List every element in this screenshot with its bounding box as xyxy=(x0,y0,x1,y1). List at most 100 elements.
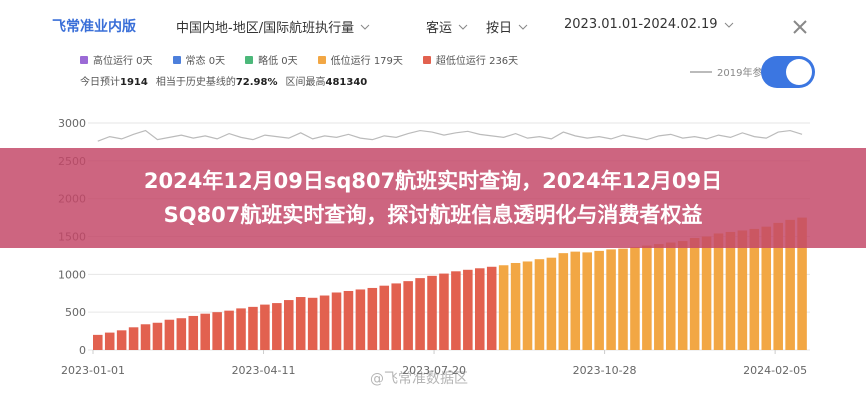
dropdown[interactable]: 客运 xyxy=(426,17,468,36)
x-tick-label: 2023-01-01 xyxy=(61,364,125,377)
brand: 飞常准业内版 xyxy=(52,19,136,35)
bar xyxy=(164,319,175,350)
legend-item: 高位运行 0天 xyxy=(80,52,153,67)
legend-label: 低位运行 179天 xyxy=(330,56,403,67)
x-tick-label: 2023-10-28 xyxy=(573,364,637,377)
bar xyxy=(749,228,760,350)
bar xyxy=(176,318,187,350)
legend-swatch xyxy=(172,55,181,64)
legend-swatch xyxy=(245,55,254,64)
x-tick-label: 2023-07-20 xyxy=(402,364,466,377)
legend: 高位运行 0天 常态 0天 略低 0天 低位运行 179天 超低位运行 236天 xyxy=(80,52,518,67)
reference-line xyxy=(97,129,803,142)
bar xyxy=(725,231,736,350)
legend-item: 略低 0天 xyxy=(245,52,298,67)
legend-label: 高位运行 0天 xyxy=(93,56,153,67)
stats: 今日预计1914 相当于历史基线的72.98% 区间最高481340 xyxy=(80,73,367,88)
bar xyxy=(224,310,234,350)
bar xyxy=(188,315,199,350)
bar xyxy=(546,257,557,350)
bar xyxy=(713,233,724,350)
bar xyxy=(319,295,330,350)
stat-value: 481340 xyxy=(325,77,368,88)
bar xyxy=(104,332,115,350)
bar xyxy=(140,324,151,350)
bar xyxy=(200,313,210,350)
legend-item: 常态 0天 xyxy=(172,52,226,67)
stat-label: 区间最高 xyxy=(285,77,326,88)
bar xyxy=(498,265,509,350)
stat-label: 相当于历史基线的 xyxy=(155,77,236,88)
reference-legend: 2019年参照 xyxy=(690,64,772,79)
toggle[interactable] xyxy=(761,56,815,88)
x-tick-label: 2023-04-11 xyxy=(232,364,296,377)
legend-swatch xyxy=(422,55,431,64)
y-tick-label: 3000 xyxy=(58,117,86,130)
bar xyxy=(522,261,533,350)
legend-item: 低位运行 179天 xyxy=(317,52,403,67)
bar xyxy=(785,219,795,350)
dropdown-label: 中国内地-地区/国际航班执行量 xyxy=(176,21,355,36)
bar xyxy=(594,250,604,350)
bar xyxy=(582,252,592,350)
bar xyxy=(260,304,270,350)
close-button[interactable] xyxy=(791,18,809,36)
bar xyxy=(570,251,581,350)
bar xyxy=(116,330,127,350)
dropdown[interactable]: 中国内地-地区/国际航班执行量 xyxy=(176,17,370,36)
dropdown[interactable]: 2023.01.01-2024.02.19 xyxy=(564,17,734,32)
legend-item: 超低位运行 236天 xyxy=(422,52,519,67)
bar xyxy=(558,253,569,350)
banner: 2024年12月09日sq807航班实时查询，2024年12月09日 SQ807航… xyxy=(0,148,866,248)
x-tick-label: 2024-02-05 xyxy=(743,364,807,377)
stat-value: 1914 xyxy=(120,77,148,88)
bar xyxy=(773,222,783,350)
bar xyxy=(283,300,294,350)
bar xyxy=(128,327,139,350)
stat-label: 今日预计 xyxy=(80,77,120,88)
bar xyxy=(403,281,413,350)
banner-line: SQ807航班实时查询，探讨航班信息透明化与消费者权益 xyxy=(163,203,703,227)
watermark: @飞常准数据区 xyxy=(370,371,468,387)
bar xyxy=(331,292,342,350)
bar xyxy=(606,249,616,350)
bar xyxy=(510,262,521,350)
bar xyxy=(379,285,390,350)
bar xyxy=(212,312,222,350)
y-tick-label: 500 xyxy=(65,306,86,319)
bar xyxy=(343,290,354,350)
bar xyxy=(236,308,246,350)
bar xyxy=(391,283,401,350)
bar xyxy=(630,247,640,350)
bar xyxy=(152,322,163,350)
bar xyxy=(439,273,449,350)
bar xyxy=(355,289,366,350)
bar xyxy=(295,297,306,350)
legend-swatch xyxy=(317,55,326,64)
dropdown-label: 2023.01.01-2024.02.19 xyxy=(564,17,718,32)
dropdown[interactable]: 按日 xyxy=(486,17,528,36)
bar xyxy=(797,217,807,350)
bar xyxy=(93,334,103,350)
bar xyxy=(642,245,652,350)
stat-value: 72.98% xyxy=(235,77,278,88)
bar xyxy=(486,266,497,350)
legend-label: 常态 0天 xyxy=(185,56,226,67)
bar xyxy=(367,287,378,350)
bar xyxy=(677,241,688,350)
bar xyxy=(534,259,545,350)
bar xyxy=(463,269,473,350)
bar xyxy=(415,278,425,350)
bar xyxy=(654,244,664,350)
stat: 区间最高481340 xyxy=(286,73,368,88)
legend-label: 超低位运行 236天 xyxy=(435,56,519,67)
y-tick-label: 0 xyxy=(79,344,86,357)
bar xyxy=(427,275,437,350)
bar xyxy=(272,303,282,350)
bar xyxy=(701,236,712,350)
bar xyxy=(665,242,676,350)
dropdown-label: 客运 xyxy=(426,21,453,36)
stat: 相当于历史基线的72.98% xyxy=(156,73,278,88)
reference-label: 2019年参照 xyxy=(717,68,773,79)
